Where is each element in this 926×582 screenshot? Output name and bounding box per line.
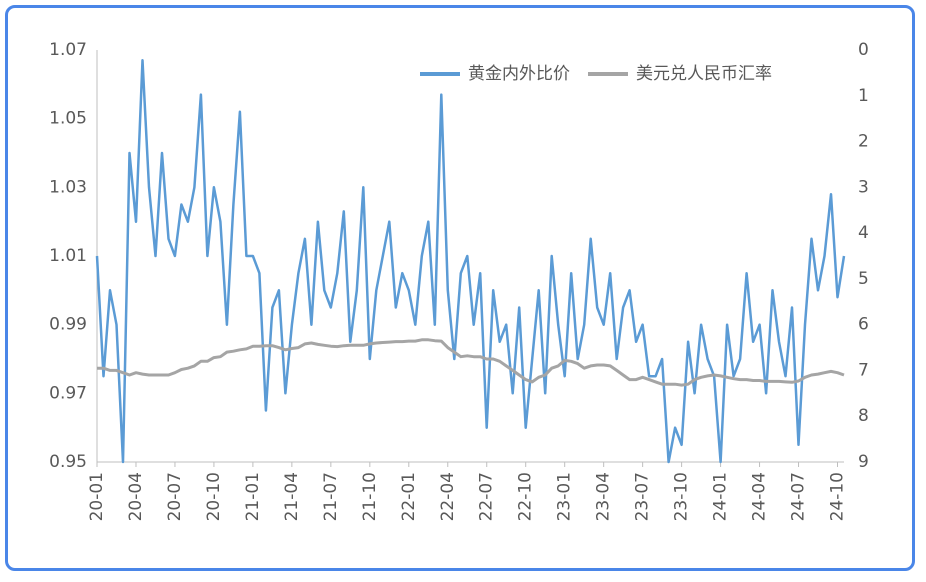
x-tick-label: 20-01	[87, 472, 107, 521]
x-tick-label: 21-04	[282, 472, 302, 521]
x-tick-label: 21-10	[360, 472, 380, 521]
y-tick-label: 0.99	[49, 315, 87, 335]
y2-tick-label: 9	[858, 452, 869, 472]
x-tick-label: 23-07	[633, 472, 653, 521]
y2-tick-label: 3	[858, 177, 869, 197]
x-tick-label: 20-07	[165, 472, 185, 521]
series-line	[97, 338, 845, 387]
y2-tick-label: 7	[858, 360, 869, 380]
y2-tick-label: 6	[858, 315, 869, 335]
legend-label: 黄金内外比价	[468, 64, 570, 84]
x-tick-label: 21-01	[243, 472, 263, 521]
x-tick-label: 24-04	[750, 472, 770, 521]
y-tick-label: 1.01	[49, 246, 87, 266]
y-tick-label: 1.07	[49, 40, 87, 60]
x-tick-label: 21-07	[321, 472, 341, 521]
y2-tick-label: 0	[858, 40, 869, 60]
x-tick-label: 20-10	[204, 472, 224, 521]
x-tick-label: 23-10	[672, 472, 692, 521]
y2-tick-label: 8	[858, 406, 869, 426]
x-tick-label: 23-01	[555, 472, 575, 521]
frame	[5, 5, 915, 571]
x-tick-label: 22-04	[438, 472, 458, 521]
y2-tick-label: 2	[858, 132, 869, 152]
y-tick-label: 1.05	[49, 109, 87, 129]
y-tick-label: 0.97	[49, 383, 87, 403]
x-tick-label: 24-01	[711, 472, 731, 521]
series-line	[95, 59, 846, 464]
y-tick-label: 0.95	[49, 452, 87, 472]
x-tick-label: 23-04	[594, 472, 614, 521]
legend-label: 美元兑人民币汇率	[636, 64, 772, 84]
x-tick-label: 22-01	[399, 472, 419, 521]
x-tick-label: 20-04	[126, 472, 146, 521]
x-tick-label: 22-10	[516, 472, 536, 521]
x-tick-label: 24-10	[828, 472, 848, 521]
y2-tick-label: 5	[858, 269, 869, 289]
y2-tick-label: 1	[858, 86, 869, 106]
x-tick-label: 24-07	[789, 472, 809, 521]
y-tick-label: 1.03	[49, 177, 87, 197]
x-tick-label: 22-07	[477, 472, 497, 521]
y2-tick-label: 4	[858, 223, 869, 243]
